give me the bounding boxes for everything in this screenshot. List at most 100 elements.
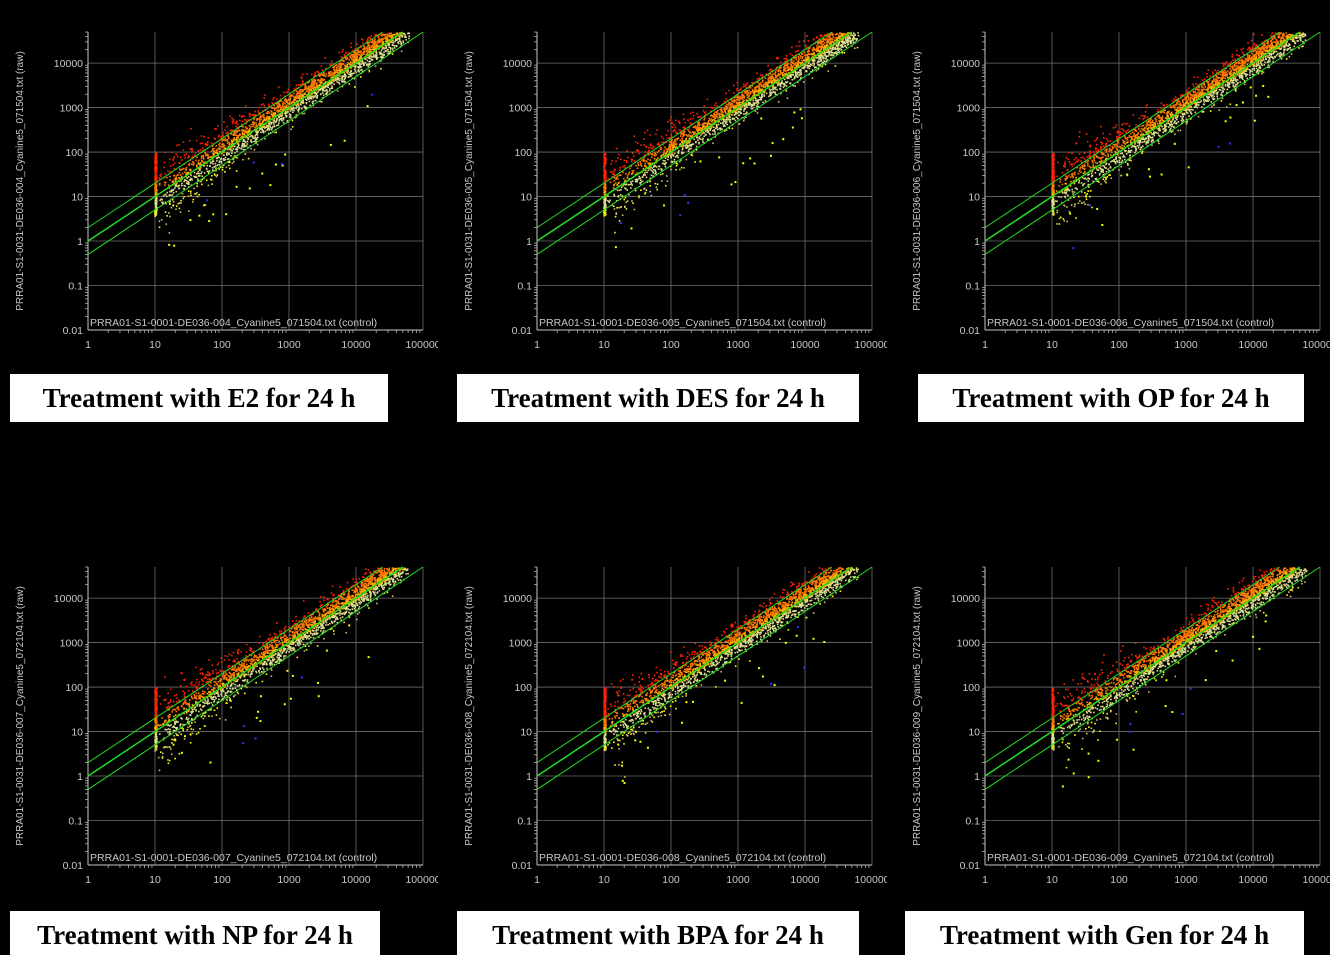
scatter-point [613,206,615,208]
scatter-point [827,70,829,72]
scatter-point [718,115,720,117]
scatter-point [240,148,242,150]
scatter-point [321,82,323,84]
scatter-point [651,175,653,177]
scatter-point [229,143,231,145]
scatter-point [189,140,191,142]
scatter-point [683,114,685,116]
scatter-point [619,174,621,176]
scatter-point [301,108,303,110]
scatter-point [274,119,276,121]
scatter-point [385,36,387,38]
scatter-point [252,137,254,139]
scatter-point [288,89,290,91]
scatter-point [805,64,807,66]
scatter-point [188,183,190,185]
scatter-point [380,52,382,54]
scatter-point [404,33,406,35]
scatter-point [155,171,157,173]
x-axis-title: PRRA01-S1-0001-DE036-004_Cyanine5_071504… [90,317,377,329]
scatter-point [651,167,653,169]
scatter-point [385,51,387,53]
scatter-point [329,74,331,76]
scatter-point [296,84,298,86]
scatter-point [288,99,290,101]
scatter-point [227,132,229,134]
scatter-point [292,101,294,103]
scatter-point [679,169,681,171]
scatter-point [694,132,696,134]
scatter-point [367,105,369,107]
scatter-point [697,131,699,133]
scatter-point [164,194,166,196]
scatter-point [623,178,625,180]
scatter-point [777,75,779,77]
scatter-point [265,131,267,133]
scatter-point [359,51,361,53]
scatter-point [174,175,176,177]
scatter-point [369,63,371,65]
scatter-point [278,122,280,124]
scatter-point [325,73,327,75]
scatter-point [795,57,797,59]
scatter-point [785,81,787,83]
scatter-point [696,113,698,115]
scatter-point [314,92,316,94]
scatter-point [784,85,786,87]
scatter-point [212,153,214,155]
scatter-point [700,138,702,140]
scatter-point [239,120,241,122]
scatter-point [648,170,650,172]
scatter-point [326,92,328,94]
scatter-point [616,184,618,186]
scatter-point [186,180,188,182]
scatter-point [700,134,702,136]
scatter-point [237,123,239,125]
scatter-point [225,138,227,140]
scatter-point [622,195,624,197]
scatter-point [298,84,300,86]
scatter-point [314,72,316,74]
scatter-point [786,65,788,67]
scatter-point [374,56,376,58]
scatter-point [647,152,649,154]
scatter-point [638,153,640,155]
scatter-point [396,33,398,35]
scatter-point [763,83,765,85]
scatter-point [627,175,629,177]
scatter-point [834,52,836,54]
scatter-point [372,49,374,51]
scatter-point [801,60,803,62]
scatter-point [212,213,214,215]
scatter-point [323,72,325,74]
scatter-point [376,52,378,54]
scatter-point [352,59,354,61]
scatter-point [844,52,846,54]
scatter-point [165,152,167,154]
scatter-point [771,77,773,79]
scatter-point [278,124,280,126]
scatter-point [304,89,306,91]
scatter-point [226,126,228,128]
scatter-point [254,122,256,124]
scatter-point [169,232,171,234]
scatter-point [710,128,712,130]
scatter-point [610,181,612,183]
scatter-point [828,55,830,57]
scatter-point [631,200,633,202]
scatter-point [616,177,618,179]
scatter-point [714,105,716,107]
scatter-point [822,56,824,58]
scatter-point [206,180,208,182]
scatter-point [663,160,665,162]
scatter-point [290,115,292,117]
x-tick-label: 10000 [341,339,370,351]
scatter-point [795,51,797,53]
scatter-point [321,101,323,103]
scatter-point [610,163,612,165]
scatter-point [398,41,400,43]
scatter-point [156,190,158,192]
scatter-point [308,98,310,100]
scatter-point [658,142,660,144]
